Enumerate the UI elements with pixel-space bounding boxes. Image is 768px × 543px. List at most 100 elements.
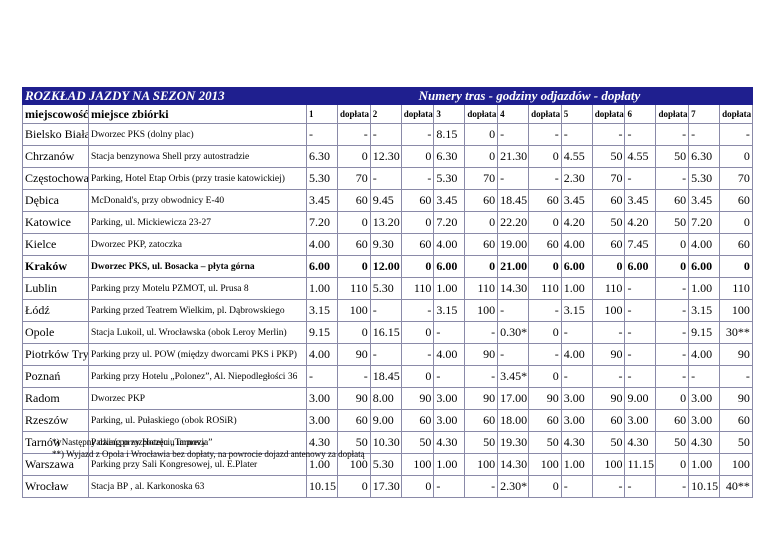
departure-time: 8.00: [369, 387, 402, 410]
city: Kraków: [22, 255, 89, 278]
surcharge: 100: [400, 453, 435, 476]
surcharge: 50: [655, 145, 690, 168]
surcharge: 50: [591, 211, 626, 234]
departure-time: -: [624, 365, 657, 388]
departure-time: 7.45: [624, 233, 657, 256]
departure-time: -: [497, 123, 530, 146]
departure-time: 16.15: [369, 321, 402, 344]
surcharge: 90: [719, 387, 753, 410]
surcharge: 70: [464, 167, 499, 190]
departure-time: 3.00: [306, 387, 338, 410]
surcharge: 0: [528, 321, 562, 344]
departure-time: 3.00: [688, 409, 721, 432]
surcharge: 90: [528, 387, 562, 410]
surcharge: 60: [528, 189, 562, 212]
city: Wrocław: [22, 475, 89, 498]
departure-time: 12.00: [369, 255, 402, 278]
departure-time: 4.00: [560, 343, 593, 366]
meeting-place: Parking, Hotel Etap Orbis (przy trasie k…: [88, 167, 307, 190]
surcharge: 60: [464, 233, 499, 256]
departure-time: -: [624, 123, 657, 146]
column-header: 1: [306, 104, 338, 124]
departure-time: -: [688, 123, 721, 146]
surcharge: -: [464, 321, 499, 344]
header-row: miejscowość miejsce zbiórki 1 dopłata 2 dopła…: [22, 104, 753, 124]
surcharge: -: [655, 167, 690, 190]
surcharge: 90: [464, 343, 499, 366]
surcharge: 70: [719, 167, 753, 190]
title: ROZKŁAD JAZDY NA SEZON 2013: [22, 87, 307, 105]
surcharge: 100: [464, 453, 499, 476]
surcharge: 90: [591, 343, 626, 366]
surcharge: 100: [337, 299, 371, 322]
surcharge: 60: [464, 409, 499, 432]
departure-time: 4.20: [560, 211, 593, 234]
column-header: dopłata: [400, 104, 435, 124]
column-header: 4: [497, 104, 530, 124]
departure-time: 7.20: [688, 211, 721, 234]
surcharge: 50: [528, 431, 562, 454]
surcharge: 100: [464, 299, 499, 322]
departure-time: -: [624, 277, 657, 300]
departure-time: 3.00: [624, 409, 657, 432]
departure-time: -: [624, 321, 657, 344]
surcharge: -: [528, 343, 562, 366]
surcharge: 0: [400, 211, 435, 234]
schedule: ROZKŁAD JAZDY NA SEZON 2013 Numery tras …: [22, 87, 753, 498]
surcharge: -: [719, 365, 753, 388]
meeting-place: Dworzec PKS (dolny plac): [88, 123, 307, 146]
surcharge: 60: [719, 233, 753, 256]
surcharge: 0: [528, 145, 562, 168]
city: Kielce: [22, 233, 89, 256]
surcharge: 0: [464, 255, 499, 278]
surcharge: 100: [719, 299, 753, 322]
meeting-place: Parking przy ul. POW (między dworcami PK…: [88, 343, 307, 366]
city: Tarnów: [22, 431, 89, 454]
surcharge: 100: [591, 299, 626, 322]
departure-time: 4.20: [624, 211, 657, 234]
departure-time: 3.15: [306, 299, 338, 322]
departure-time: 9.15: [306, 321, 338, 344]
column-header: 2: [369, 104, 402, 124]
departure-time: 3.00: [688, 387, 721, 410]
surcharge: 0: [655, 255, 690, 278]
surcharge: -: [655, 299, 690, 322]
departure-time: -: [497, 167, 530, 190]
surcharge: -: [400, 167, 435, 190]
departure-time: 3.00: [560, 409, 593, 432]
surcharge: 0: [337, 321, 371, 344]
departure-time: 3.00: [306, 409, 338, 432]
departure-time: 18.45: [497, 189, 530, 212]
departure-time: 4.00: [560, 233, 593, 256]
departure-time: 7.20: [433, 211, 466, 234]
departure-time: 6.30: [306, 145, 338, 168]
surcharge: 0: [337, 211, 371, 234]
departure-time: 3.15: [688, 299, 721, 322]
surcharge: 110: [464, 277, 499, 300]
city: Częstochowa: [22, 167, 89, 190]
departure-time: 4.55: [560, 145, 593, 168]
column-header: 3: [433, 104, 466, 124]
city: Opole: [22, 321, 89, 344]
schedule-row: Dębica McDonald's, przy obwodnicy E-40 3.4…: [22, 189, 753, 212]
departure-time: 1.00: [560, 277, 593, 300]
surcharge: 60: [655, 189, 690, 212]
meeting-place: Parking przed Teatrem Wielkim, pl. Dąbro…: [88, 299, 307, 322]
departure-time: 3.00: [560, 387, 593, 410]
meeting-place: Dworzec PKP, zatoczka: [88, 233, 307, 256]
departure-time: -: [369, 299, 402, 322]
departure-time: 19.00: [497, 233, 530, 256]
departure-time: 19.30: [497, 431, 530, 454]
departure-time: 18.00: [497, 409, 530, 432]
meeting-place: Parking przy Motelu PZMOT, ul. Prusa 8: [88, 277, 307, 300]
surcharge: 50: [591, 145, 626, 168]
departure-time: 21.00: [497, 255, 530, 278]
surcharge: 50: [464, 431, 499, 454]
surcharge: 0: [719, 211, 753, 234]
surcharge: 0: [400, 145, 435, 168]
departure-time: 4.00: [306, 343, 338, 366]
surcharge: -: [400, 123, 435, 146]
departure-time: 10.15: [306, 475, 338, 498]
departure-time: 1.00: [433, 453, 466, 476]
departure-time: 9.00: [624, 387, 657, 410]
